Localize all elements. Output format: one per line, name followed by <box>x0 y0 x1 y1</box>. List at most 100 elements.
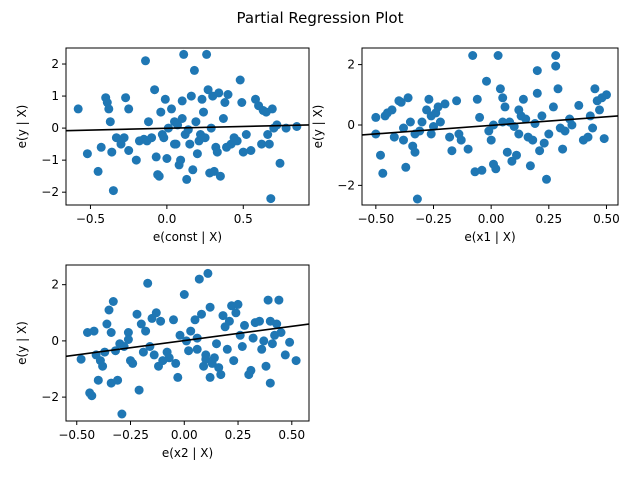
scatter-point <box>111 133 121 143</box>
scatter-point <box>111 346 120 356</box>
scatter-point <box>160 94 170 104</box>
scatter-point <box>141 56 150 66</box>
scatter-point <box>150 85 160 95</box>
scatter-point <box>162 154 172 163</box>
scatter-point <box>417 117 427 127</box>
scatter-point <box>396 97 406 107</box>
y-axis-label: e(y | X) <box>15 105 29 149</box>
scatter-point <box>156 107 166 117</box>
y-tick-label: −1 <box>41 153 59 167</box>
scatter-point <box>182 174 192 184</box>
scatter-point <box>399 123 408 133</box>
scatter-point <box>96 142 106 152</box>
scatter-point <box>124 104 134 114</box>
scatter-point <box>518 94 528 104</box>
scatter-point <box>194 274 204 284</box>
scatter-point <box>76 354 86 364</box>
scatter-point <box>224 316 234 326</box>
scatter-point <box>209 166 219 176</box>
scatter-point <box>560 126 570 136</box>
scatter-point <box>401 162 411 172</box>
scatter-point <box>475 112 485 122</box>
x-axis-label: e(x1 | X) <box>464 230 515 244</box>
scatter-point <box>108 186 118 196</box>
y-axis-label: e(y | X) <box>311 105 325 149</box>
scatter-point <box>192 149 202 159</box>
scatter-point <box>275 158 285 168</box>
scatter-point <box>544 129 554 139</box>
y-tick-label: 2 <box>51 278 59 292</box>
scatter-point <box>514 105 524 115</box>
scatter-point <box>98 361 108 371</box>
scatter-point <box>482 76 491 86</box>
scatter-point <box>156 316 166 326</box>
scatter-point <box>599 134 609 144</box>
scatter-point <box>532 66 542 76</box>
scatter-point <box>292 122 302 131</box>
scatter-point <box>199 361 209 371</box>
panel-3: −0.50 −0.25 0.00 0.25 0.50 −2 0 2 e(x2 | X) e(y |… <box>15 264 310 460</box>
scatter-point <box>588 123 598 133</box>
scatter-point <box>206 123 216 133</box>
scatter-point <box>261 361 271 371</box>
scatter-point <box>371 112 381 122</box>
scatter-point <box>257 344 267 354</box>
scatter-point <box>106 328 116 337</box>
scatter-point <box>186 91 196 101</box>
scatter-point <box>445 132 455 142</box>
scatter-point <box>405 117 415 127</box>
scatter-point <box>424 94 434 104</box>
scatter-point <box>212 147 222 157</box>
y-tick-label: 2 <box>347 58 355 72</box>
scatter-point <box>447 146 457 156</box>
scatter-point <box>548 102 558 112</box>
scatter-point <box>542 174 551 184</box>
scatter-point <box>212 339 221 349</box>
scatter-point <box>149 350 159 360</box>
scatter-point <box>214 88 224 98</box>
scatter-point <box>147 133 157 143</box>
scatter-point <box>263 295 273 305</box>
scatter-point <box>73 104 83 114</box>
x-tick-label: −0.25 <box>112 428 149 442</box>
scatter-points <box>76 268 301 419</box>
axes-frame <box>65 264 310 422</box>
scatter-points <box>371 51 611 204</box>
scatter-point <box>433 102 443 112</box>
scatter-point <box>176 155 186 165</box>
scatter-point <box>426 129 436 139</box>
scatter-point <box>399 135 408 145</box>
scatter-point <box>218 114 228 123</box>
scatter-point <box>215 171 225 181</box>
x-tick-label: −0.5 <box>76 212 105 226</box>
x-tick-label: 0.0 <box>157 212 176 226</box>
scatter-point <box>530 119 540 128</box>
scatter-point <box>585 111 595 121</box>
scatter-point <box>558 144 568 154</box>
y-tick-label: −2 <box>337 178 355 192</box>
scatter-point <box>143 278 153 288</box>
scatter-point <box>285 337 295 347</box>
x-tick-label: 0.5 <box>234 212 253 226</box>
scatter-point <box>141 326 151 336</box>
scatter-point <box>197 94 207 104</box>
panel-1: −0.5 0.0 0.5 −2 −1 0 1 2 e(const | X) e(y | X) <box>15 47 310 244</box>
scatter-point <box>498 93 508 103</box>
scatter-point <box>134 385 144 395</box>
scatter-point <box>82 149 92 159</box>
y-tick-label: 0 <box>51 121 59 135</box>
scatter-point <box>477 165 487 175</box>
scatter-point <box>185 139 195 149</box>
scatter-point <box>502 147 512 157</box>
scatter-point <box>468 51 478 60</box>
scatter-point <box>583 132 593 142</box>
scatter-point <box>440 99 450 109</box>
scatter-point <box>191 117 201 127</box>
scatter-point <box>233 299 243 309</box>
scatter-point <box>205 302 215 312</box>
y-tick-label: 0 <box>347 118 355 132</box>
scatter-point <box>171 358 181 368</box>
scatter-point <box>179 290 189 299</box>
axes-frame <box>361 47 619 206</box>
